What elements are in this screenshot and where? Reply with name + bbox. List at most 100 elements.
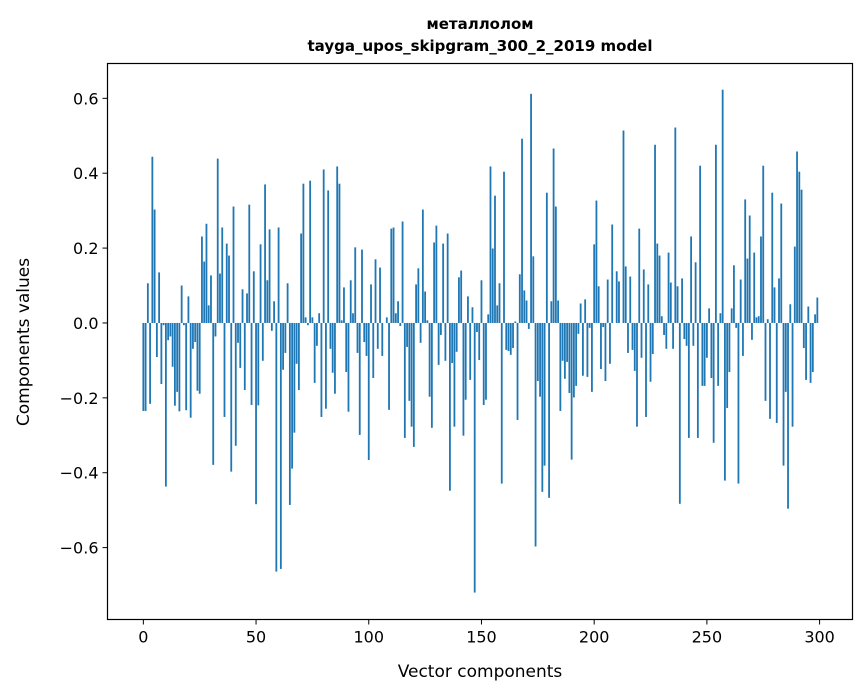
bar <box>641 323 643 358</box>
bar <box>149 323 151 404</box>
bar <box>537 323 539 381</box>
bar <box>593 244 595 323</box>
bar <box>699 166 701 323</box>
x-tick-label: 50 <box>246 628 266 647</box>
bar <box>609 323 611 364</box>
bar <box>771 193 773 323</box>
bar <box>789 304 791 323</box>
bar <box>264 184 266 323</box>
bar <box>508 323 510 351</box>
bar <box>444 323 446 361</box>
bar <box>251 323 253 405</box>
bar <box>309 181 311 323</box>
bar <box>262 323 264 361</box>
bar <box>652 323 654 354</box>
bar <box>647 284 649 323</box>
x-tick-label: 300 <box>804 628 835 647</box>
bar <box>548 323 550 498</box>
bar <box>269 229 271 323</box>
bar <box>753 253 755 323</box>
bar <box>399 323 401 326</box>
bar <box>370 284 372 323</box>
bar <box>765 323 767 401</box>
bar <box>188 296 190 323</box>
bar <box>514 321 516 322</box>
bar <box>345 323 347 372</box>
bar <box>230 323 232 472</box>
bar <box>625 266 627 323</box>
bar <box>650 323 652 382</box>
bar <box>330 323 332 349</box>
bar <box>424 292 426 323</box>
bar <box>573 323 575 398</box>
bar <box>221 227 223 322</box>
bar <box>451 323 453 363</box>
bar <box>638 229 640 323</box>
bar <box>577 323 579 334</box>
bar <box>744 199 746 323</box>
bar <box>679 323 681 504</box>
bar <box>465 323 467 400</box>
bar <box>203 262 205 323</box>
bar <box>206 224 208 323</box>
bar <box>442 244 444 323</box>
bar <box>433 242 435 322</box>
bar <box>805 323 807 380</box>
bar <box>487 314 489 323</box>
bar <box>774 287 776 323</box>
bar <box>521 139 523 323</box>
bar <box>618 281 620 323</box>
bar <box>235 323 237 446</box>
bar <box>449 323 451 491</box>
bar <box>244 323 246 390</box>
bar <box>176 323 178 392</box>
bar <box>273 301 275 323</box>
bar <box>298 323 300 390</box>
bar <box>607 280 609 323</box>
bar <box>388 323 390 410</box>
bar <box>722 90 724 323</box>
bar <box>172 323 174 367</box>
bar <box>616 271 618 323</box>
bar <box>762 166 764 323</box>
bar <box>798 172 800 323</box>
bar <box>546 193 548 323</box>
bar <box>302 184 304 323</box>
bar <box>490 166 492 323</box>
bar <box>366 323 368 356</box>
bar <box>787 323 789 509</box>
bar <box>591 323 593 392</box>
bar <box>266 280 268 323</box>
bar <box>408 323 410 401</box>
bar <box>287 283 289 323</box>
bar <box>729 323 731 372</box>
bar <box>145 323 147 411</box>
bar <box>596 201 598 323</box>
y-axis-ticks: −0.6−0.4−0.20.00.20.40.6 <box>60 89 108 557</box>
bar <box>589 323 591 328</box>
bar <box>587 323 589 377</box>
bar <box>314 323 316 383</box>
bar <box>316 323 318 346</box>
bar <box>233 207 235 323</box>
chart-title-line-2: tayga_upos_skipgram_300_2_2019 model <box>308 37 653 55</box>
bar <box>756 317 758 323</box>
bar <box>275 323 277 572</box>
bar <box>406 323 408 347</box>
bar <box>402 222 404 323</box>
bar <box>417 268 419 323</box>
bar <box>363 323 365 342</box>
x-tick-label: 150 <box>466 628 497 647</box>
bar <box>210 275 212 323</box>
bar <box>751 323 753 340</box>
bar <box>357 323 359 353</box>
bar <box>623 131 625 323</box>
bar <box>226 244 228 323</box>
bar <box>199 323 201 394</box>
bar <box>368 323 370 460</box>
bar <box>339 184 341 323</box>
bar <box>467 296 469 323</box>
bar <box>713 323 715 443</box>
